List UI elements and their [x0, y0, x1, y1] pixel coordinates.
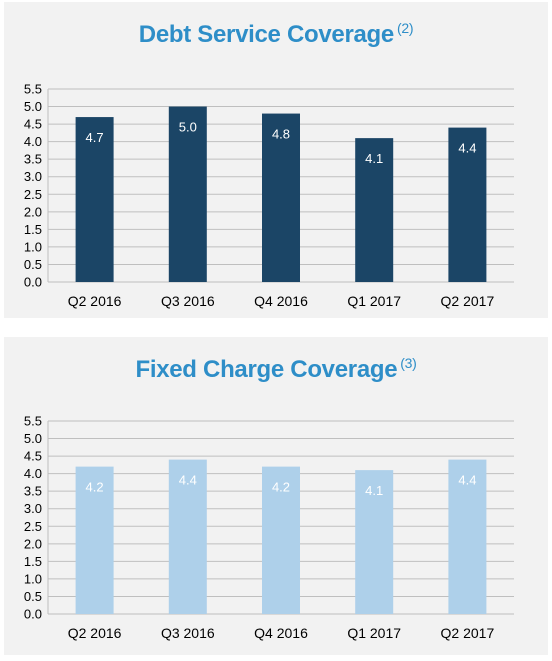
- data-label: 4.1: [365, 151, 383, 166]
- bar-chart-fixed-charge: 0.0 0.5 1.0 1.5 2.0 2.5 3.0 3.5 4.0 4.5 5.0 5.5 4.2 Q…: [24, 414, 514, 641]
- y-tick-label: 5.0: [24, 431, 42, 446]
- bar: [448, 459, 487, 614]
- bar: [75, 117, 114, 282]
- y-tick-label: 4.5: [24, 117, 42, 132]
- chart-title-text: Fixed Charge Coverage: [135, 356, 398, 383]
- y-tick-label: 0.0: [24, 607, 42, 622]
- y-tick-label: 5.5: [24, 82, 42, 97]
- data-label: 5.0: [179, 120, 197, 135]
- bar: [168, 459, 207, 614]
- y-tick-label: 2.5: [24, 519, 42, 534]
- data-label: 4.1: [365, 483, 383, 498]
- chart-panel-debt-service: Debt Service Coverage (2) 0.0 0.5 1.0 1.5 2.0…: [4, 2, 548, 318]
- x-tick-label: Q2 2017: [441, 293, 495, 309]
- x-tick-label: Q4 2016: [254, 625, 308, 641]
- x-tick-label: Q2 2016: [68, 293, 122, 309]
- data-label: 4.8: [272, 127, 290, 142]
- y-tick-label: 4.5: [24, 449, 42, 464]
- data-label: 4.2: [86, 480, 104, 495]
- bar-chart-debt-service: 0.0 0.5 1.0 1.5 2.0 2.5 3.0 3.5 4.0 4.5 5.0 5.5 4.7 Q…: [24, 82, 514, 309]
- bar: [355, 470, 394, 614]
- data-label: 4.4: [458, 141, 476, 156]
- y-tick-label: 2.0: [24, 204, 42, 219]
- chart-title-note: (3): [400, 355, 417, 371]
- data-label: 4.2: [272, 480, 290, 495]
- chart-title: Fixed Charge Coverage (3): [4, 355, 548, 384]
- y-tick-label: 3.5: [24, 484, 42, 499]
- x-tick-label: Q4 2016: [254, 293, 308, 309]
- x-tick-label: Q1 2017: [347, 625, 401, 641]
- x-tick-label: Q2 2017: [441, 625, 495, 641]
- data-label: 4.4: [458, 473, 476, 488]
- y-tick-label: 4.0: [24, 466, 42, 481]
- bar: [262, 113, 300, 283]
- y-tick-label: 1.0: [24, 239, 42, 254]
- y-tick-label: 1.0: [24, 571, 42, 586]
- chart-title: Debt Service Coverage (2): [4, 20, 548, 49]
- y-tick-label: 0.0: [24, 275, 42, 290]
- y-tick-label: 2.5: [24, 187, 42, 202]
- bar: [355, 138, 394, 282]
- y-tick-label: 5.5: [24, 414, 42, 429]
- y-tick-label: 3.0: [24, 501, 42, 516]
- x-tick-label: Q3 2016: [161, 293, 215, 309]
- y-tick-label: 2.0: [24, 536, 42, 551]
- y-tick-label: 1.5: [24, 222, 42, 237]
- bar: [262, 466, 300, 614]
- x-tick-label: Q3 2016: [161, 625, 215, 641]
- chart-title-note: (2): [396, 20, 414, 36]
- y-tick-label: 0.5: [24, 589, 42, 604]
- x-tick-label: Q1 2017: [347, 293, 401, 309]
- y-tick-label: 4.0: [24, 134, 42, 149]
- x-tick-label: Q2 2016: [68, 625, 122, 641]
- bar: [75, 466, 114, 614]
- y-tick-label: 0.5: [24, 257, 42, 272]
- data-label: 4.4: [179, 473, 197, 488]
- y-tick-label: 5.0: [24, 99, 42, 114]
- chart-panel-fixed-charge: Fixed Charge Coverage (3) 0.0 0.5 1.0 1.5 2.0…: [4, 337, 548, 655]
- data-label: 4.7: [86, 130, 104, 145]
- y-tick-label: 3.0: [24, 169, 42, 184]
- bar: [168, 106, 207, 282]
- y-tick-label: 3.5: [24, 152, 42, 167]
- bar: [448, 127, 487, 282]
- chart-title-text: Debt Service Coverage: [138, 21, 394, 48]
- y-tick-label: 1.5: [24, 554, 42, 569]
